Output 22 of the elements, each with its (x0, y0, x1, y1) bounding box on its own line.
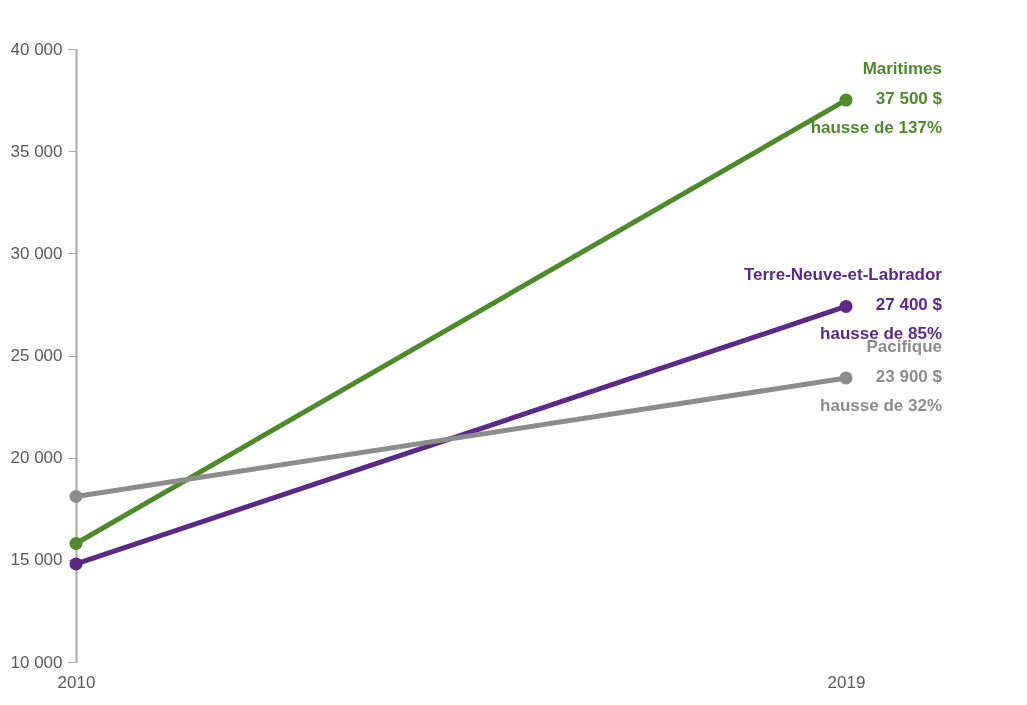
point (839, 371, 853, 385)
y-tick-label: 20 000 (10, 448, 63, 468)
point (839, 93, 853, 107)
point (839, 299, 853, 313)
y-tick-label: 10 000 (10, 652, 63, 672)
annotation: hausse de 137% (810, 118, 942, 138)
series-label: Maritimes (862, 59, 942, 79)
x-tick-label: 2019 (827, 672, 866, 692)
x-tick-label: 2010 (57, 672, 96, 692)
data-label: 37 500 $ (875, 89, 943, 109)
point (69, 536, 83, 550)
series-label: Terre-Neuve-et-Labrador (743, 265, 943, 285)
annotation: hausse de 32% (820, 395, 942, 415)
y-tick-label: 15 000 (10, 550, 63, 570)
point (69, 557, 83, 571)
y-tick-label: 25 000 (10, 346, 63, 365)
y-tick-label: 35 000 (10, 141, 63, 161)
data-label: 23 900 $ (875, 366, 943, 386)
point (69, 489, 83, 503)
data-label: 27 400 $ (875, 295, 943, 315)
y-tick-label: 40 000 (10, 39, 63, 59)
y-tick-label: 30 000 (10, 243, 63, 263)
